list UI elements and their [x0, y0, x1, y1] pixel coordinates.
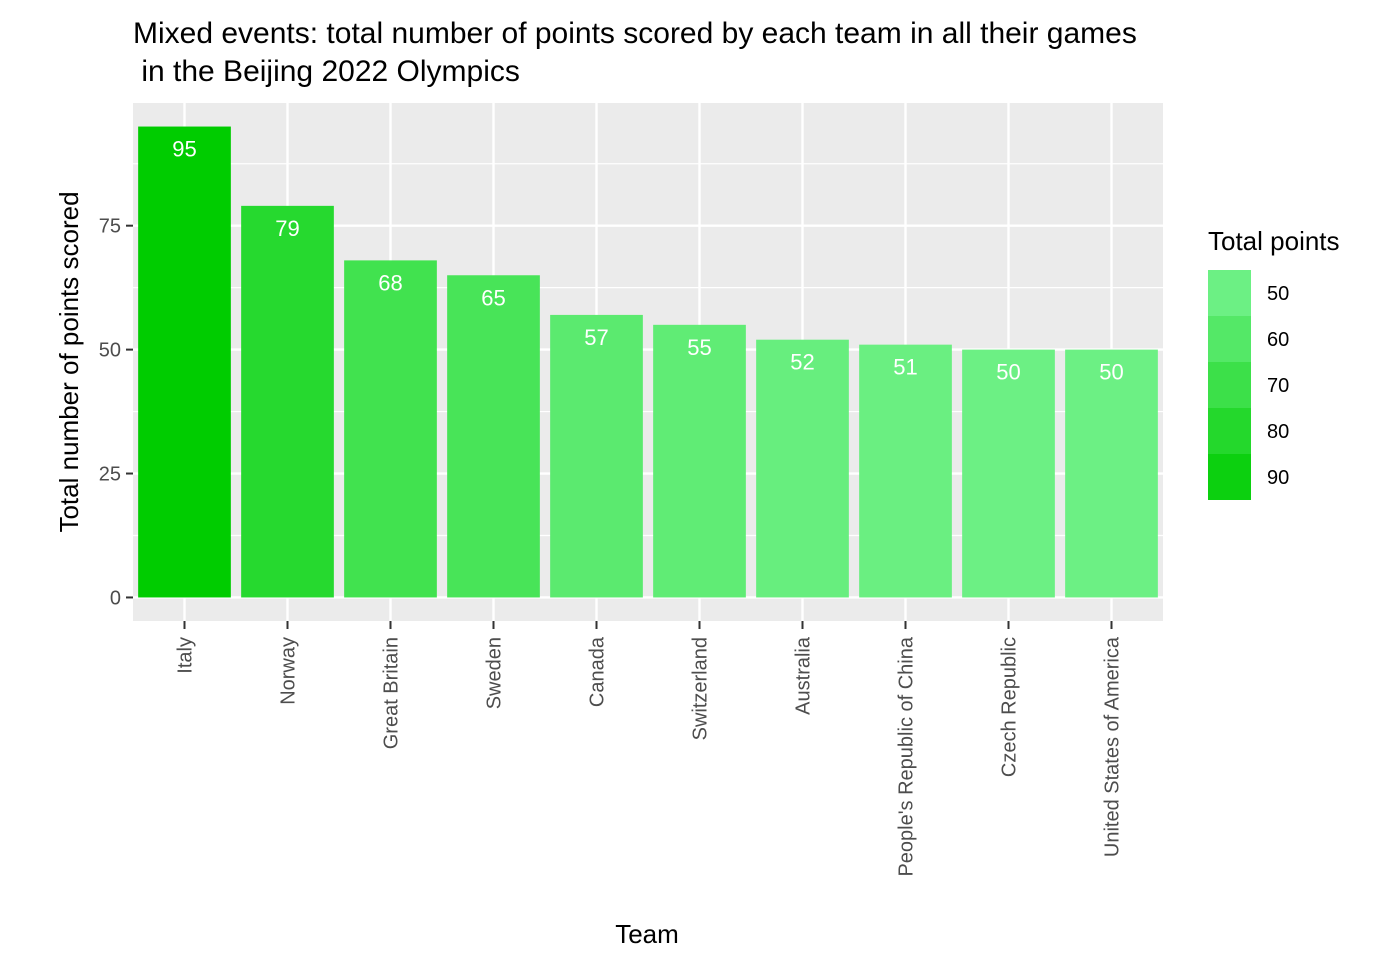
bars: 95 79 68 65 57 55 52 51 50 50: [138, 126, 1158, 598]
x-tick-label: Australia: [793, 636, 815, 715]
bar: [241, 205, 334, 598]
bar: [1065, 349, 1158, 598]
x-tick-label: Great Britain: [381, 637, 403, 749]
y-axis-title: Total number of points scored: [54, 191, 84, 532]
legend-swatch: [1208, 270, 1251, 316]
bar-value-label: 79: [275, 216, 299, 241]
x-axis-title: Team: [615, 919, 679, 949]
chart-title-line-1: Mixed events: total number of points sco…: [133, 17, 1137, 50]
legend-label: 90: [1267, 467, 1289, 489]
y-tick-label: 0: [110, 587, 121, 609]
x-tick-label: Norway: [278, 637, 300, 705]
x-tick-label: Czech Republic: [999, 637, 1021, 777]
y-tick-label: 50: [99, 340, 121, 362]
bar: [756, 339, 849, 598]
x-tick-label: People's Republic of China: [896, 636, 918, 876]
bar: [447, 275, 540, 598]
axes: 0 25 50 75 Italy Norway Great Britain Sweden Can…: [99, 216, 1124, 877]
x-tick-label: Switzerland: [690, 637, 712, 740]
x-tick-label: Canada: [587, 636, 609, 707]
y-tick-label: 75: [99, 216, 121, 238]
bar: [550, 314, 643, 598]
bar-value-label: 50: [1099, 360, 1123, 385]
legend-label: 50: [1267, 283, 1289, 305]
x-tick-label: Sweden: [484, 637, 506, 709]
bar: [653, 324, 746, 598]
x-tick-label: Italy: [175, 637, 197, 674]
y-tick-label: 25: [99, 464, 121, 486]
bar-value-label: 57: [584, 325, 608, 350]
legend-title: Total points: [1208, 226, 1340, 256]
legend-label: 60: [1267, 329, 1289, 351]
legend: Total points 50 60 70 80 90: [1208, 226, 1340, 500]
bar: [962, 349, 1055, 598]
legend-label: 80: [1267, 421, 1289, 443]
bar-value-label: 52: [790, 350, 814, 375]
legend-swatch: [1208, 454, 1251, 500]
bar: [138, 126, 231, 598]
bar: [859, 344, 952, 598]
bar-value-label: 51: [893, 355, 917, 380]
x-tick-label: United States of America: [1102, 636, 1124, 857]
legend-swatch: [1208, 362, 1251, 408]
chart-title-line-2: in the Beijing 2022 Olympics: [133, 55, 520, 88]
bar-value-label: 68: [378, 270, 402, 295]
legend-swatch: [1208, 408, 1251, 454]
legend-label: 70: [1267, 375, 1289, 397]
legend-swatch: [1208, 316, 1251, 362]
bar-value-label: 50: [996, 360, 1020, 385]
bar-value-label: 55: [687, 335, 711, 360]
bar-value-label: 65: [481, 285, 505, 310]
bar: [344, 260, 437, 598]
bar-value-label: 95: [172, 137, 196, 162]
